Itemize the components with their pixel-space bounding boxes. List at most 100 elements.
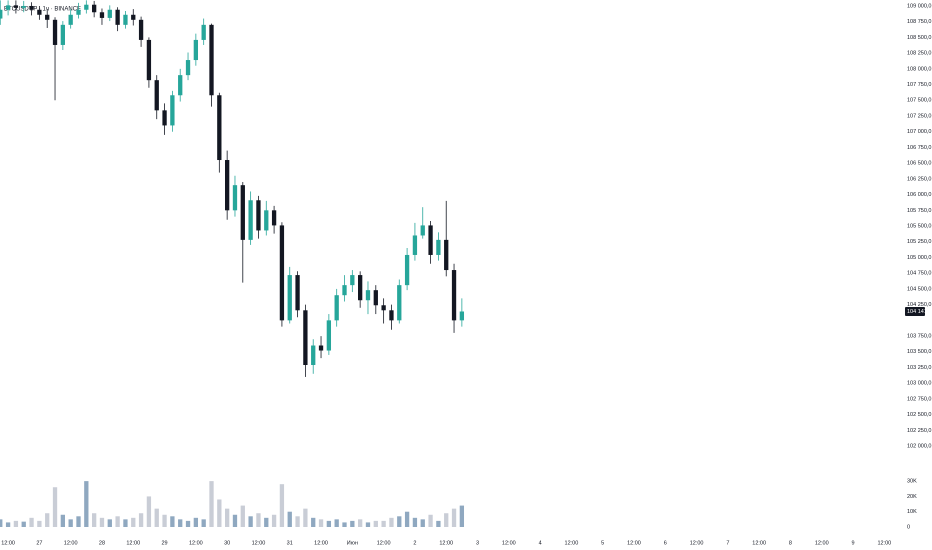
y-tick-label: 103 000,0 [907, 381, 931, 387]
candle-body [29, 5, 34, 10]
candle-body [404, 254, 410, 286]
x-tick-label: 12:00 [64, 540, 78, 546]
volume-bar [76, 516, 81, 527]
volume-bar [350, 520, 355, 527]
candle-body [21, 5, 26, 8]
y-tick-label: 106 250,0 [907, 176, 931, 182]
y-tick-label: 105 000,0 [907, 255, 931, 261]
volume-bar [201, 519, 206, 527]
volume-bar [154, 508, 159, 527]
x-tick-label: 27 [36, 540, 42, 546]
x-tick-label: 12:00 [1, 540, 15, 546]
volume-bar [162, 514, 167, 527]
candle-body [365, 290, 371, 301]
volume-bar [21, 521, 26, 527]
candle-body [84, 4, 89, 10]
candle-body [436, 239, 441, 255]
volume-bar [279, 484, 285, 527]
candle-body [334, 295, 339, 321]
volume-bar [209, 481, 214, 527]
volume-bar [123, 519, 128, 527]
candle-body [428, 225, 433, 255]
candle-body [451, 270, 457, 321]
volume-bar [131, 517, 136, 527]
volume-tick-label: 20K [907, 494, 917, 500]
y-tick-label: 106 750,0 [907, 145, 931, 151]
candle-body [279, 225, 285, 321]
volume-bar [358, 519, 363, 527]
y-tick-label: 108 750,0 [907, 19, 931, 25]
x-tick-label: 12:00 [565, 540, 579, 546]
volume-bar [318, 519, 324, 527]
volume-tick-label: 10K [907, 509, 917, 515]
volume-bar [404, 511, 410, 527]
x-tick-label: 5 [601, 540, 604, 546]
volume-bar [389, 517, 394, 527]
y-tick-label: 103 500,0 [907, 349, 931, 355]
volume-tick-label: 0 [907, 524, 910, 530]
volume-bar [397, 516, 402, 527]
volume-tick-label: 30K [907, 479, 917, 485]
chart-title: BTCUSDT.P · 1ч · BINANCE [4, 7, 81, 13]
y-tick-label: 102 000,0 [907, 444, 931, 450]
candle-body [381, 305, 386, 311]
y-tick-label: 108 000,0 [907, 66, 931, 72]
candle-body [295, 275, 300, 311]
volume-bar [428, 514, 433, 527]
candle-body [240, 185, 245, 240]
y-tick-label: 109 000,0 [907, 3, 931, 9]
candle-body [37, 9, 42, 15]
candle-body [154, 80, 159, 111]
x-tick-label: 30 [224, 540, 230, 546]
candle-body [60, 24, 66, 45]
x-tick-label: 12:00 [877, 540, 891, 546]
volume-bar [232, 514, 238, 527]
volume-bar [115, 516, 120, 527]
candle-body [146, 39, 152, 81]
candle-body [248, 200, 253, 240]
y-tick-label: 105 250,0 [907, 239, 931, 245]
candle-body [303, 310, 308, 365]
volume-bar [84, 481, 89, 527]
candle-body [217, 95, 222, 161]
y-tick-label: 103 750,0 [907, 334, 931, 340]
y-tick-label: 105 500,0 [907, 223, 931, 229]
x-tick-label: 12:00 [126, 540, 140, 546]
candle-body [45, 14, 50, 20]
candle-body [209, 24, 214, 96]
volume-bar [373, 520, 378, 527]
x-tick-label: 12:00 [690, 540, 704, 546]
volume-bar [271, 514, 277, 527]
x-tick-label: 9 [852, 540, 855, 546]
candle-body [170, 95, 175, 126]
candle-body [52, 19, 58, 45]
y-tick-label: 108 250,0 [907, 51, 931, 57]
candle-body [373, 290, 378, 306]
last-price-label: 104 141 [907, 309, 927, 315]
x-tick-label: 12:00 [377, 540, 391, 546]
volume-bar [303, 508, 308, 527]
x-tick-label: 28 [99, 540, 105, 546]
volume-bar [240, 505, 245, 527]
volume-bar [107, 519, 112, 527]
y-tick-label: 103 250,0 [907, 365, 931, 371]
candle-body [123, 14, 128, 25]
candle-body [311, 345, 316, 365]
volume-bar [326, 520, 332, 527]
volume-bar [365, 522, 371, 527]
volume-bar [217, 499, 222, 527]
y-tick-label: 107 250,0 [907, 113, 931, 119]
x-tick-label: 12:00 [627, 540, 641, 546]
candle-body [264, 210, 269, 231]
candle-body [76, 9, 81, 15]
candle-body [185, 60, 191, 76]
candle-body [193, 39, 199, 61]
volume-bar [311, 517, 316, 527]
candle-body [256, 200, 261, 231]
volume-bar [459, 505, 465, 527]
volume-bar [91, 513, 97, 527]
candle-body [412, 235, 418, 255]
x-tick-label: 12:00 [752, 540, 766, 546]
candle-body [131, 14, 136, 20]
candle-body [342, 285, 347, 296]
